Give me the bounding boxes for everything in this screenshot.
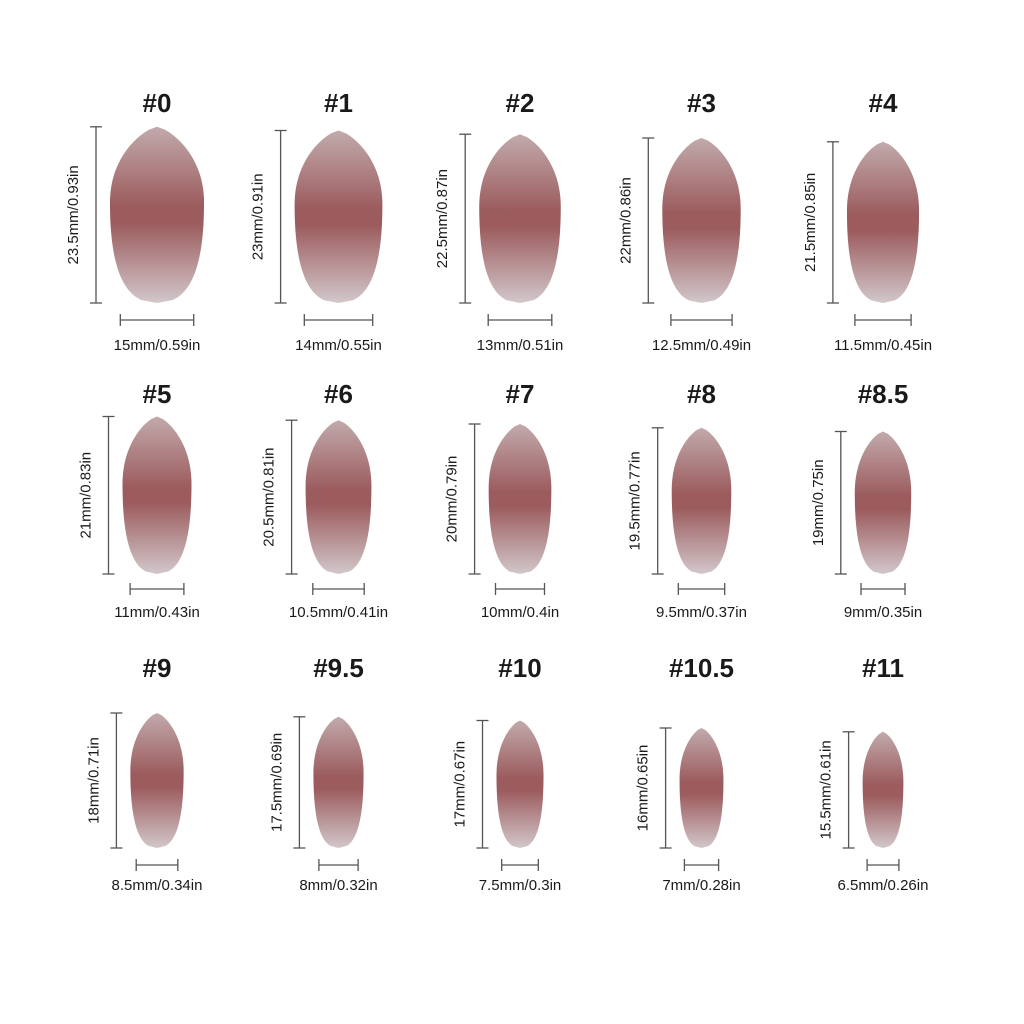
svg-text:#5: #5 <box>143 379 172 409</box>
svg-text:11.5mm/0.45in: 11.5mm/0.45in <box>834 337 932 354</box>
svg-text:20.5mm/0.81in: 20.5mm/0.81in <box>261 447 278 546</box>
svg-text:8mm/0.32in: 8mm/0.32in <box>299 877 377 894</box>
svg-text:15mm/0.59in: 15mm/0.59in <box>114 337 201 354</box>
svg-text:#4: #4 <box>869 88 898 118</box>
svg-text:16mm/0.65in: 16mm/0.65in <box>635 745 652 832</box>
svg-text:6.5mm/0.26in: 6.5mm/0.26in <box>838 877 929 894</box>
svg-text:14mm/0.55in: 14mm/0.55in <box>295 337 382 354</box>
svg-text:#2: #2 <box>506 88 535 118</box>
svg-text:#9: #9 <box>143 653 172 683</box>
svg-text:9mm/0.35in: 9mm/0.35in <box>844 604 922 621</box>
svg-text:20mm/0.79in: 20mm/0.79in <box>444 456 461 543</box>
svg-text:#10: #10 <box>498 653 541 683</box>
svg-text:7.5mm/0.3in: 7.5mm/0.3in <box>479 877 562 894</box>
svg-text:17.5mm/0.69in: 17.5mm/0.69in <box>268 733 285 832</box>
svg-text:22mm/0.86in: 22mm/0.86in <box>617 177 634 264</box>
svg-text:#0: #0 <box>143 88 172 118</box>
svg-text:#8: #8 <box>687 379 716 409</box>
svg-text:19mm/0.75in: 19mm/0.75in <box>810 459 827 546</box>
svg-text:#1: #1 <box>324 88 353 118</box>
svg-text:23mm/0.91in: 23mm/0.91in <box>250 173 267 260</box>
svg-text:23.5mm/0.93in: 23.5mm/0.93in <box>65 165 82 264</box>
svg-text:22.5mm/0.87in: 22.5mm/0.87in <box>434 169 451 268</box>
svg-text:17mm/0.67in: 17mm/0.67in <box>452 741 469 828</box>
svg-text:13mm/0.51in: 13mm/0.51in <box>477 337 564 354</box>
svg-text:#9.5: #9.5 <box>313 653 364 683</box>
svg-text:10mm/0.4in: 10mm/0.4in <box>481 604 559 621</box>
svg-text:#6: #6 <box>324 379 353 409</box>
svg-text:21mm/0.83in: 21mm/0.83in <box>78 452 95 539</box>
svg-text:9.5mm/0.37in: 9.5mm/0.37in <box>656 604 747 621</box>
svg-text:7mm/0.28in: 7mm/0.28in <box>662 877 740 894</box>
svg-text:19.5mm/0.77in: 19.5mm/0.77in <box>627 451 644 550</box>
svg-text:15.5mm/0.61in: 15.5mm/0.61in <box>818 740 835 839</box>
svg-text:#10.5: #10.5 <box>669 653 734 683</box>
svg-text:10.5mm/0.41in: 10.5mm/0.41in <box>289 604 388 621</box>
svg-text:#3: #3 <box>687 88 716 118</box>
svg-text:8.5mm/0.34in: 8.5mm/0.34in <box>112 877 203 894</box>
svg-text:12.5mm/0.49in: 12.5mm/0.49in <box>652 337 751 354</box>
svg-text:11mm/0.43in: 11mm/0.43in <box>114 604 200 621</box>
svg-text:18mm/0.71in: 18mm/0.71in <box>85 737 102 824</box>
svg-text:#8.5: #8.5 <box>858 379 909 409</box>
svg-text:#7: #7 <box>506 379 535 409</box>
svg-text:21.5mm/0.85in: 21.5mm/0.85in <box>802 173 819 272</box>
svg-text:#11: #11 <box>862 653 904 683</box>
